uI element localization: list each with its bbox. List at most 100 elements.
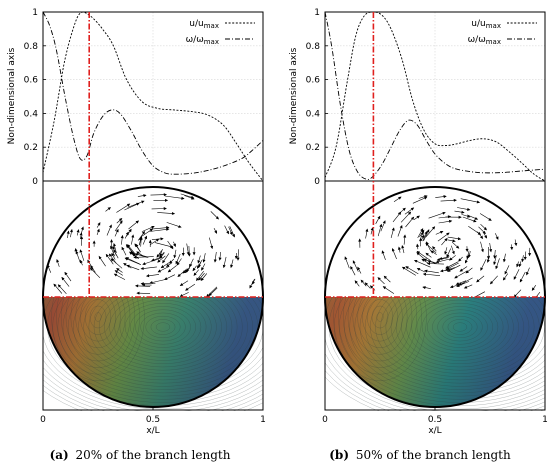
- velocity-arrow-head: [445, 265, 449, 269]
- x-tick-label: 1: [542, 415, 548, 425]
- velocity-arrow-head: [350, 265, 354, 270]
- velocity-arrow: [166, 222, 182, 228]
- velocity-arrow-head: [107, 207, 111, 211]
- velocity-arrow-head: [173, 255, 177, 259]
- velocity-arrow: [164, 195, 184, 199]
- velocity-arrow-head: [413, 259, 418, 263]
- velocity-arrow-head: [399, 224, 403, 229]
- velocity-arrow-head: [482, 230, 486, 235]
- velocity-arrow: [423, 273, 441, 276]
- velocity-arrow-head: [493, 255, 497, 259]
- velocity-arrow-head: [448, 219, 453, 223]
- velocity-arrow-head: [176, 262, 180, 266]
- streamline: [347, 297, 413, 362]
- velocity-arrow-head: [421, 234, 425, 239]
- y-tick-label: 0: [314, 177, 320, 187]
- streamline: [352, 297, 408, 355]
- x-tick-label: 0.5: [146, 415, 160, 425]
- velocity-arrow-head: [405, 266, 409, 270]
- y-axis-label: Non-dimensional axis: [289, 47, 299, 144]
- velocity-arrow-head: [193, 272, 197, 276]
- velocity-arrow-head: [410, 207, 415, 211]
- streamline: [93, 297, 233, 371]
- velocity-arrow-head: [110, 245, 113, 250]
- y-axis-label: Non-dimensional axis: [7, 47, 17, 144]
- streamline: [145, 315, 181, 339]
- caption: (a) 20% of the branch length: [50, 448, 231, 462]
- velocity-arrow-head: [76, 229, 80, 233]
- y-tick-label: 1: [314, 8, 320, 18]
- velocity-arrow-head: [210, 245, 214, 250]
- velocity-arrow-head: [166, 227, 170, 231]
- velocity-arrow-head: [488, 217, 492, 221]
- velocity-arrow-head: [397, 246, 401, 250]
- velocity-arrow: [402, 266, 416, 276]
- velocity-arrow-head: [446, 232, 450, 236]
- velocity-arrow-head: [164, 277, 168, 280]
- velocity-arrow-head: [486, 259, 490, 263]
- velocity-arrow: [150, 227, 169, 230]
- velocity-arrow-head: [56, 259, 60, 263]
- x-axis-label: x/L: [428, 426, 441, 436]
- x-tick-label: 1: [260, 415, 266, 425]
- velocity-arrow-head: [139, 236, 143, 240]
- velocity-arrow-head: [354, 280, 358, 284]
- velocity-arrow-head: [79, 259, 83, 264]
- velocity-arrow: [149, 228, 169, 232]
- velocity-arrow-head: [480, 235, 484, 240]
- streamline: [421, 302, 499, 352]
- velocity-arrow-head: [431, 226, 436, 230]
- velocity-arrow-head: [140, 266, 144, 270]
- velocity-arrow-head: [438, 256, 443, 260]
- velocity-arrow-head: [493, 261, 497, 266]
- velocity-arrow-head: [440, 269, 444, 273]
- velocity-arrow-head: [171, 211, 176, 215]
- velocity-arrow-head: [126, 203, 131, 207]
- velocity-arrow-head: [192, 267, 196, 272]
- velocity-arrow-head: [489, 249, 493, 253]
- x-axis-label: x/L: [146, 426, 159, 436]
- velocity-arrow-head: [439, 230, 444, 234]
- velocity-arrow: [428, 212, 446, 219]
- velocity-arrow-head: [135, 220, 140, 224]
- y-tick-label: 0.4: [306, 109, 321, 119]
- velocity-arrow-head: [114, 270, 119, 274]
- streamline: [119, 299, 207, 355]
- velocity-arrow-head: [480, 248, 484, 253]
- legend-label: u/umax: [471, 19, 501, 30]
- velocity-arrow-head: [416, 268, 421, 271]
- velocity-arrow-head: [53, 283, 57, 287]
- velocity-arrow-head: [197, 260, 201, 264]
- velocity-arrow-head: [184, 269, 189, 274]
- velocity-arrow-head: [495, 236, 499, 240]
- velocity-arrow: [154, 242, 173, 248]
- velocity-arrow-head: [190, 195, 195, 199]
- velocity-arrow-head: [160, 265, 165, 269]
- velocity-arrow-head: [502, 259, 506, 263]
- velocity-arrow-head: [455, 282, 460, 285]
- velocity-arrow-head: [90, 265, 94, 269]
- velocity-arrow-head: [181, 196, 185, 200]
- velocity-arrow-head: [432, 246, 436, 250]
- velocity-arrow-head: [454, 275, 458, 279]
- flow-field-lower: [43, 297, 263, 411]
- streamline: [98, 297, 228, 368]
- velocity-arrow-head: [111, 252, 115, 257]
- velocity-arrow-head: [213, 259, 217, 263]
- velocity-arrow-head: [230, 264, 234, 269]
- velocity-arrow-head: [173, 243, 176, 248]
- velocity-arrow-head: [116, 268, 120, 272]
- velocity-arrow-head: [364, 282, 368, 286]
- velocity-arrow-head: [112, 245, 116, 250]
- legend-label: ω/ωmax: [186, 35, 219, 46]
- streamline: [376, 312, 384, 322]
- velocity-arrow-head: [113, 273, 118, 277]
- velocity-arrow-head: [377, 215, 381, 220]
- streamline: [442, 315, 478, 339]
- velocity-arrow: [124, 203, 140, 211]
- streamline: [349, 297, 545, 397]
- velocity-arrow-head: [513, 276, 517, 280]
- velocity-arrow-head: [170, 245, 174, 249]
- y-tick-label: 0.6: [24, 76, 39, 86]
- velocity-arrow-head: [159, 255, 163, 259]
